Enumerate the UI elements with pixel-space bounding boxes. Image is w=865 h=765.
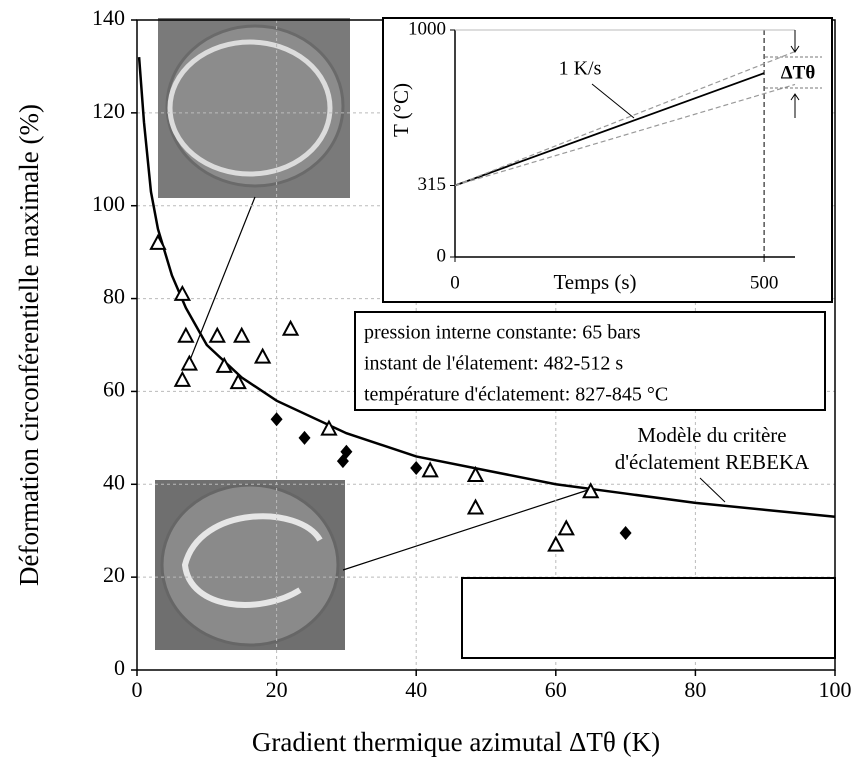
y-tick-label: 20 — [103, 562, 125, 587]
model-curve — [137, 57, 836, 519]
x-tick-label: 80 — [684, 677, 706, 702]
note-line: pression interne constante: 65 bars — [364, 322, 641, 344]
inset-annotation: ΔTθ — [781, 62, 816, 83]
triangle-marker — [557, 519, 575, 536]
delta-arrow — [790, 30, 800, 53]
inset-y-tick-label: 0 — [437, 245, 447, 266]
triangle-marker — [215, 356, 233, 373]
photo-bottom — [155, 480, 345, 650]
legend-box — [461, 577, 836, 659]
inset-line — [454, 72, 765, 187]
inset-line — [454, 51, 796, 187]
triangle-marker — [466, 465, 485, 482]
diamond-marker — [619, 526, 632, 541]
x-tick-label: 60 — [545, 677, 567, 702]
diamond-marker — [410, 461, 423, 476]
inset-x-tick-label: 500 — [750, 272, 779, 293]
triangle-marker — [229, 373, 247, 390]
note-box — [354, 311, 826, 411]
x-tick-label: 40 — [405, 677, 427, 702]
x-axis-label: Gradient thermique azimutal ΔTθ (K) — [252, 727, 660, 757]
diamond-marker — [340, 444, 353, 459]
triangle-marker — [253, 347, 272, 364]
inset-annotation: 1 K/s — [559, 58, 602, 80]
x-tick-label: 100 — [819, 677, 852, 702]
inset-x-axis-label: Temps (s) — [553, 270, 636, 294]
triangle-marker — [173, 284, 192, 301]
triangle-marker — [281, 319, 300, 336]
triangle-marker — [233, 326, 251, 343]
y-tick-label: 0 — [114, 655, 125, 680]
delta-arrow — [790, 93, 800, 118]
model-label: d'éclatement REBEKA — [615, 450, 810, 474]
triangle-marker — [177, 326, 195, 343]
triangle-marker — [208, 326, 226, 343]
triangle-marker — [421, 461, 439, 478]
photo-top — [158, 18, 350, 198]
annotation-pointer — [591, 83, 635, 119]
diamond-marker — [270, 412, 283, 427]
inset-frame — [382, 17, 833, 303]
inset-x-tick-label: 0 — [450, 272, 460, 293]
inset-y-tick-label: 1000 — [408, 18, 446, 39]
model-pointer — [699, 477, 726, 503]
x-tick-label: 0 — [132, 677, 143, 702]
inset-line — [454, 83, 796, 187]
y-tick-label: 40 — [103, 469, 125, 494]
inset-y-axis-label: T (°C) — [389, 83, 413, 137]
inset-y-tick-label: 315 — [418, 174, 447, 195]
leader-line — [342, 489, 589, 571]
triangle-marker — [466, 498, 485, 515]
x-tick-label: 20 — [266, 677, 288, 702]
y-tick-label: 60 — [103, 376, 125, 401]
triangle-marker — [173, 370, 192, 387]
triangle-marker — [547, 535, 565, 552]
y-tick-label: 100 — [92, 191, 125, 216]
triangle-marker — [582, 482, 600, 499]
note-line: instant de l'élatement: 482-512 s — [364, 353, 623, 375]
triangle-marker — [149, 233, 167, 250]
note-line: température d'éclatement: 827-845 °C — [364, 384, 668, 406]
y-tick-label: 80 — [103, 284, 125, 309]
y-axis-label: Déformation circonférentielle maximale (… — [14, 104, 44, 586]
triangle-marker — [320, 419, 338, 436]
y-tick-label: 140 — [92, 5, 125, 30]
y-tick-label: 120 — [92, 98, 125, 123]
diamond-marker — [298, 430, 311, 445]
model-label: Modèle du critère — [637, 423, 786, 447]
triangle-marker — [180, 354, 199, 371]
